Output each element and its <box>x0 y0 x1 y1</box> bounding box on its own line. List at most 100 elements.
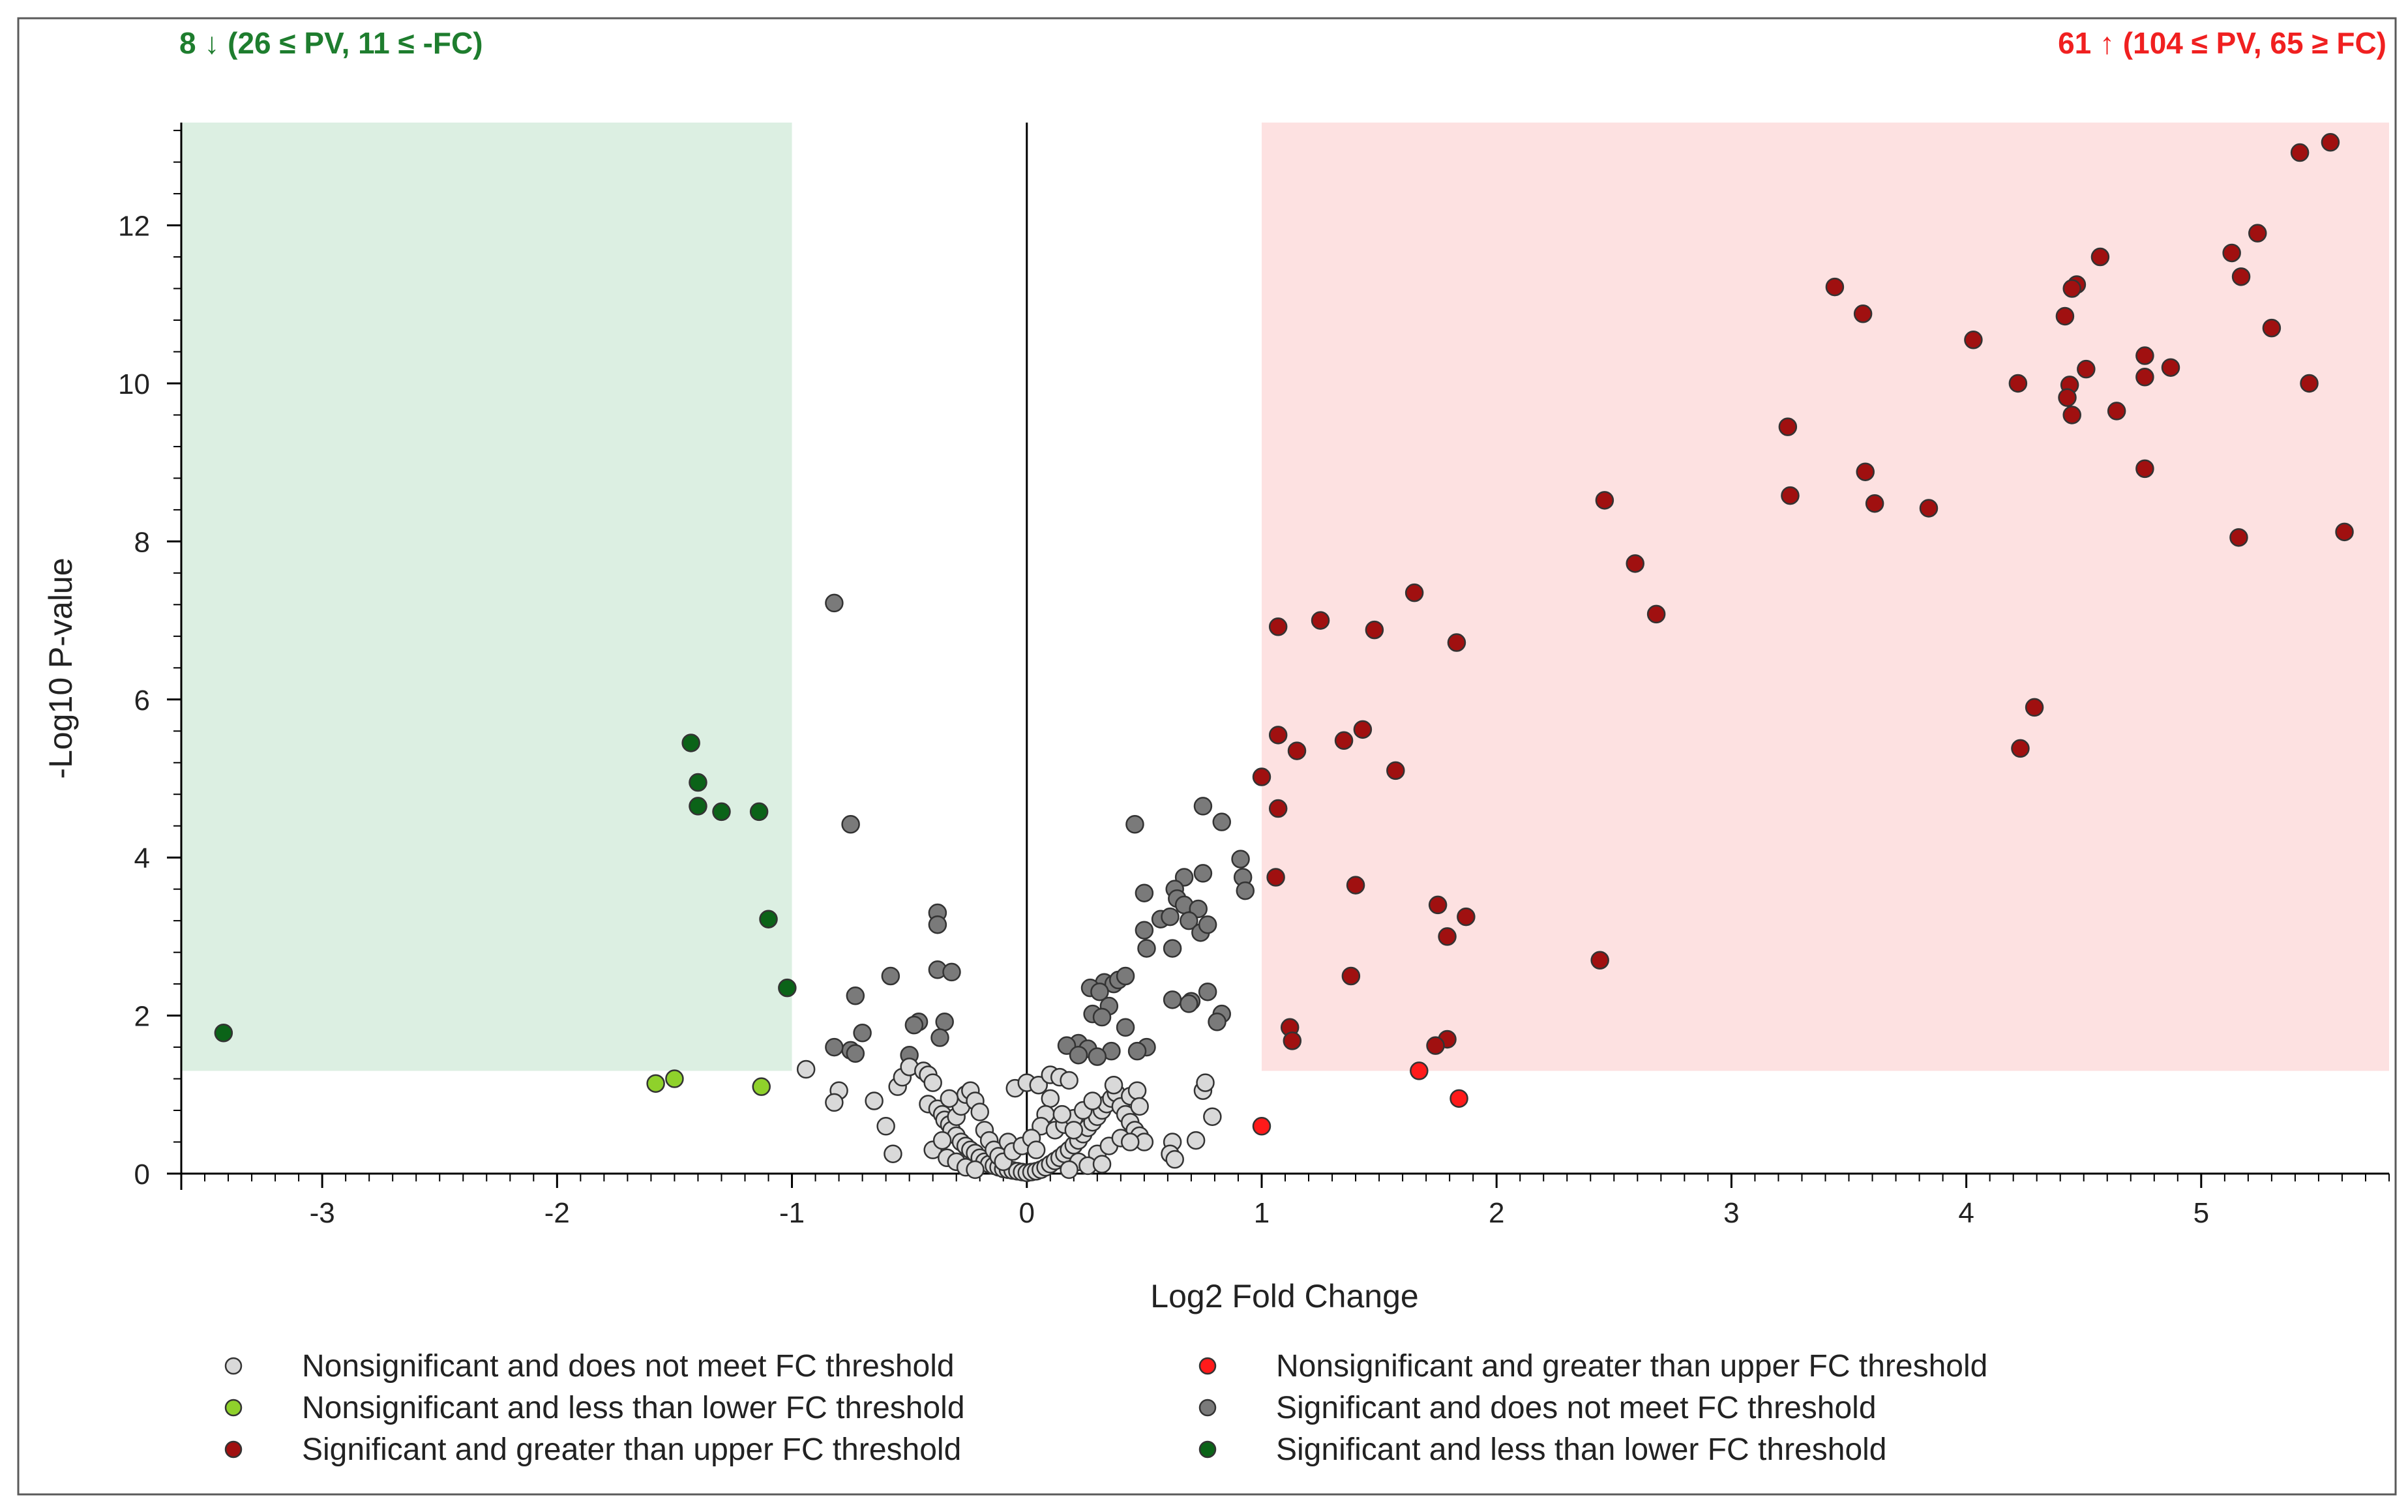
data-point-sig-upper <box>2062 279 2081 298</box>
data-point-sig-no-fc <box>846 986 865 1005</box>
data-point-sig-upper <box>2135 346 2154 365</box>
data-point-ns-no-fc <box>1203 1107 1222 1126</box>
data-point-sig-no-fc <box>1090 982 1109 1001</box>
legend-marker-sig-upper <box>224 1440 243 1459</box>
data-point-sig-upper <box>1311 611 1330 630</box>
legend-marker-sig-no-fc <box>1198 1399 1217 1417</box>
data-point-sig-no-fc <box>825 593 844 613</box>
data-point-sig-upper <box>1386 761 1405 780</box>
data-point-sig-lower <box>214 1024 233 1043</box>
data-point-sig-upper <box>2161 358 2180 377</box>
data-point-sig-upper <box>1268 799 1288 818</box>
data-point-sig-upper <box>1865 494 1884 513</box>
legend-marker-ns-lower <box>224 1399 243 1417</box>
data-point-sig-no-fc <box>1092 1007 1112 1027</box>
data-point-ns-no-fc <box>1060 1071 1078 1090</box>
x-tick-label: 1 <box>1254 1197 1270 1229</box>
data-point-sig-no-fc <box>1198 915 1217 934</box>
up-annotation: 61 ↑ (104 ≤ PV, 65 ≥ FC) <box>2058 26 2386 60</box>
data-point-sig-lower <box>712 802 731 822</box>
data-point-sig-no-fc <box>1163 990 1182 1009</box>
data-point-ns-no-fc <box>1060 1160 1078 1179</box>
data-point-sig-no-fc <box>825 1037 844 1057</box>
data-point-sig-upper <box>2077 359 2096 379</box>
data-point-ns-no-fc <box>1052 1104 1072 1124</box>
data-point-sig-upper <box>1825 277 1845 297</box>
x-tick-label: 5 <box>2193 1197 2209 1229</box>
x-tick-label: 0 <box>1019 1197 1035 1229</box>
data-point-ns-lower <box>752 1077 771 1096</box>
x-tick-label: 2 <box>1489 1197 1504 1229</box>
data-point-sig-no-fc <box>1180 911 1198 930</box>
data-point-sig-upper <box>1457 907 1476 926</box>
data-point-sig-upper <box>2248 224 2267 243</box>
data-point-ns-no-fc <box>1186 1131 1206 1150</box>
y-tick-label: 10 <box>118 368 150 400</box>
data-point-sig-no-fc <box>1125 815 1144 834</box>
up-region <box>1261 123 2389 1071</box>
data-point-sig-no-fc <box>935 1013 954 1031</box>
legend-label: Nonsignificant and greater than upper FC… <box>1276 1349 1987 1384</box>
data-point-sig-no-fc <box>1116 966 1135 986</box>
data-point-sig-no-fc <box>1163 939 1182 958</box>
data-point-ns-no-fc <box>940 1089 959 1108</box>
legend-label: Significant and does not meet FC thresho… <box>1276 1391 1877 1425</box>
data-point-sig-upper <box>2055 306 2075 326</box>
data-point-sig-no-fc <box>1135 883 1154 902</box>
threshold-regions <box>181 123 2389 1071</box>
data-point-ns-no-fc <box>1083 1091 1102 1110</box>
data-point-ns-no-fc <box>1130 1097 1149 1116</box>
y-tick-label: 0 <box>134 1159 150 1191</box>
data-point-sig-no-fc <box>1193 797 1213 816</box>
data-point-sig-upper <box>1856 462 1875 481</box>
data-point-sig-no-fc <box>846 1044 865 1063</box>
data-point-sig-upper <box>1405 583 1424 602</box>
data-point-ns-no-fc <box>1127 1081 1147 1100</box>
data-point-sig-no-fc <box>841 815 860 834</box>
data-point-sig-no-fc <box>1069 1045 1088 1065</box>
data-point-ns-upper <box>1410 1061 1429 1080</box>
data-point-ns-no-fc <box>1121 1133 1140 1151</box>
data-point-sig-upper <box>1646 604 1666 624</box>
down-annotation: 8 ↓ (26 ≤ PV, 11 ≤ -FC) <box>179 26 483 60</box>
data-point-sig-upper <box>2335 522 2354 542</box>
data-point-sig-no-fc <box>1116 1018 1135 1037</box>
data-point-sig-no-fc <box>930 1028 949 1047</box>
data-point-sig-upper <box>1287 741 1307 760</box>
legend: Nonsignificant and does not meet FC thre… <box>224 1349 1987 1467</box>
y-tick-label: 12 <box>118 211 150 243</box>
data-point-sig-upper <box>2135 368 2154 387</box>
data-point-sig-upper <box>1334 731 1354 750</box>
data-point-sig-upper <box>1426 1036 1445 1055</box>
data-point-ns-no-fc <box>1104 1076 1123 1095</box>
data-point-sig-upper <box>1341 966 1361 986</box>
data-point-ns-upper <box>1252 1117 1271 1136</box>
data-point-ns-no-fc <box>1041 1089 1060 1108</box>
data-point-sig-upper <box>1438 927 1457 946</box>
data-point-sig-upper <box>2222 243 2241 263</box>
data-point-sig-upper <box>1252 767 1271 786</box>
x-tick-label: 3 <box>1723 1197 1739 1229</box>
data-point-sig-no-fc <box>1088 1047 1107 1066</box>
data-point-sig-lower <box>749 802 769 822</box>
data-point-sig-no-fc <box>942 962 961 982</box>
data-point-sig-no-fc <box>1127 1041 1147 1061</box>
data-point-sig-upper <box>2290 143 2310 162</box>
x-tick-label: 4 <box>1958 1197 1974 1229</box>
data-point-sig-upper <box>1353 720 1373 739</box>
data-point-sig-upper <box>1447 633 1466 652</box>
data-point-ns-no-fc <box>966 1160 985 1179</box>
data-point-ns-no-fc <box>825 1093 844 1112</box>
data-point-sig-no-fc <box>1231 850 1250 868</box>
data-point-sig-no-fc <box>1236 881 1255 900</box>
data-point-sig-upper <box>1365 620 1384 640</box>
data-point-sig-upper <box>2229 528 2248 547</box>
data-point-sig-upper <box>1266 868 1285 887</box>
data-point-sig-no-fc <box>1212 812 1231 831</box>
data-point-sig-upper <box>2135 459 2154 479</box>
data-point-sig-upper <box>1778 417 1798 436</box>
data-point-ns-no-fc <box>1165 1149 1184 1169</box>
legend-marker-sig-lower <box>1198 1440 1217 1459</box>
